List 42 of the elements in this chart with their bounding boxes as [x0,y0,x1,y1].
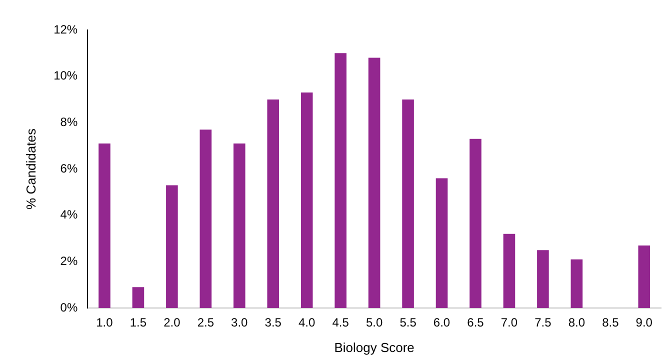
bar [132,287,144,308]
bar [570,259,583,308]
x-tick-label: 2.5 [197,316,214,330]
x-tick-label: 2.0 [164,316,181,330]
x-tick-label: 6.5 [467,316,484,330]
x-tick-label: 5.5 [400,316,417,330]
bar [368,58,380,308]
x-tick-label: 5.0 [366,316,383,330]
bar [233,144,246,308]
bar [470,138,482,308]
bar [267,100,280,308]
x-tick-label: 1.5 [130,316,147,330]
y-tick-label: 10% [54,68,78,83]
bar [200,130,212,308]
y-tick-label: 0% [60,300,78,314]
bar [503,234,516,308]
y-tick-label: 4% [60,208,78,222]
bar [300,92,313,308]
x-tick-label: 3.5 [264,316,282,330]
x-tick-label: 6.0 [433,316,450,330]
x-tick-label: 8.5 [602,316,620,330]
y-axis-title: % Candidates [23,128,38,210]
x-tick-label: 8.0 [568,316,586,330]
y-tick-label: 2% [60,254,78,268]
bar [166,185,178,308]
bar [638,245,650,308]
x-tick-label: 3.0 [231,316,248,330]
x-axis-title: Biology Score [334,340,414,355]
x-tick-label: 4.5 [332,316,350,330]
x-tick-label: 1.0 [96,316,114,330]
y-tick-label: 12% [54,22,78,36]
bar [436,178,448,308]
x-tick-label: 7.5 [534,316,552,330]
x-tick-label: 9.0 [636,316,653,330]
y-tick-label: 8% [60,114,78,129]
x-tick-label: 4.0 [298,316,316,330]
y-tick-label: 6% [60,161,78,176]
bar [537,250,549,308]
bar [334,53,346,308]
x-tick-label: 7.0 [500,316,518,330]
bar [98,144,110,308]
bar [402,100,414,308]
